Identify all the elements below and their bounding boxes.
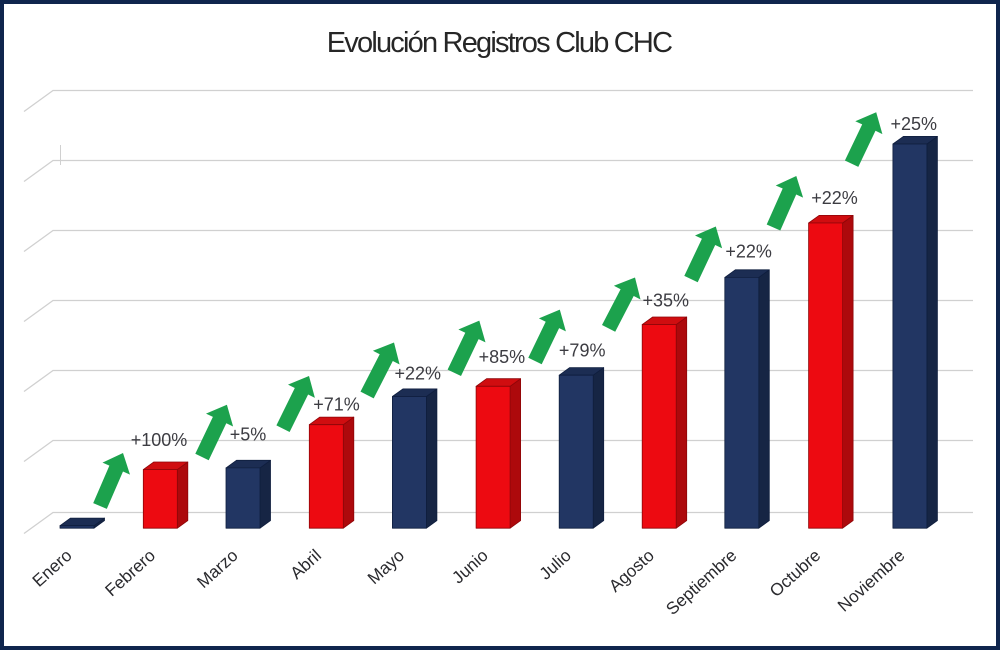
svg-text:+25%: +25% — [891, 114, 938, 134]
svg-text:+35%: +35% — [643, 291, 690, 311]
svg-text:Evolución Registros Club CHC: Evolución Registros Club CHC — [327, 27, 672, 59]
svg-text:+22%: +22% — [811, 188, 858, 208]
svg-text:+79%: +79% — [559, 341, 606, 361]
svg-text:+22%: +22% — [395, 363, 442, 383]
svg-text:+100%: +100% — [131, 430, 188, 450]
svg-text:+85%: +85% — [479, 347, 526, 367]
svg-text:+22%: +22% — [725, 241, 772, 261]
svg-text:+5%: +5% — [230, 425, 267, 445]
svg-text:+71%: +71% — [313, 395, 360, 415]
